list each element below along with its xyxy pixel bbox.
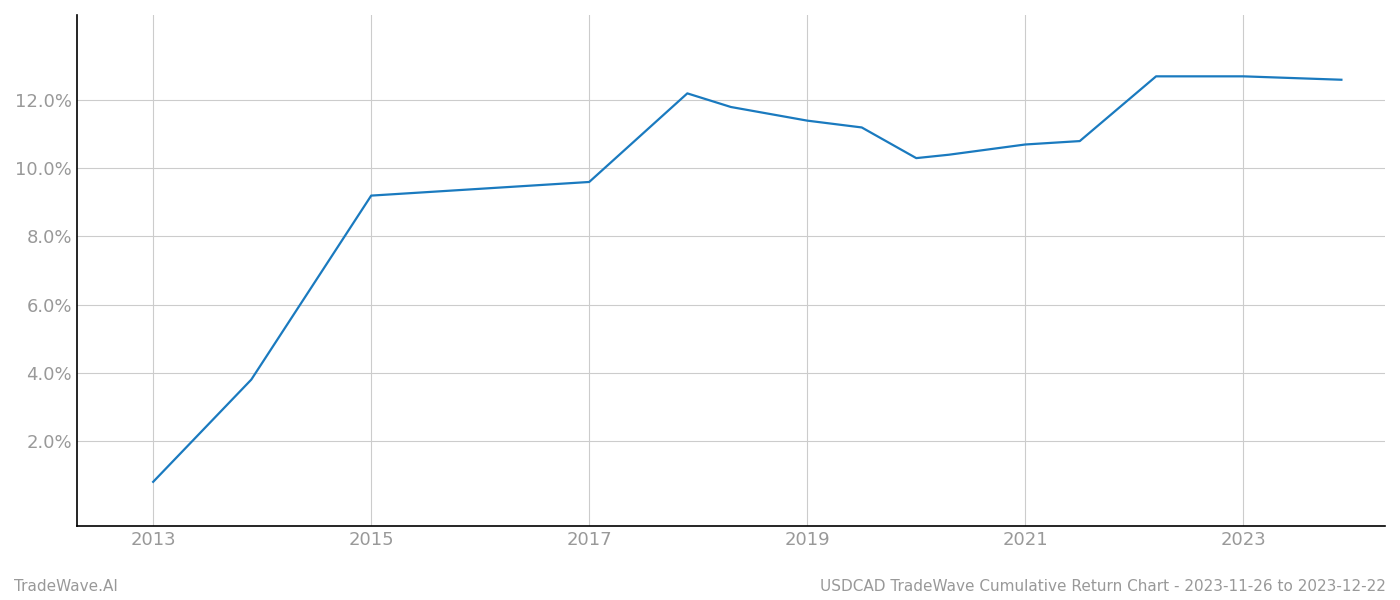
Text: USDCAD TradeWave Cumulative Return Chart - 2023-11-26 to 2023-12-22: USDCAD TradeWave Cumulative Return Chart…	[820, 579, 1386, 594]
Text: TradeWave.AI: TradeWave.AI	[14, 579, 118, 594]
